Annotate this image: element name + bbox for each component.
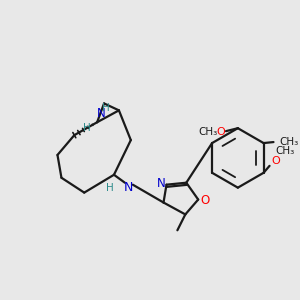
Text: N: N xyxy=(157,177,166,190)
Text: O: O xyxy=(271,156,280,166)
Text: CH₃: CH₃ xyxy=(199,127,218,137)
Text: H: H xyxy=(83,123,91,133)
Text: O: O xyxy=(200,194,210,207)
Text: H: H xyxy=(106,183,114,193)
Text: CH₃: CH₃ xyxy=(276,146,295,156)
Text: O: O xyxy=(217,127,225,137)
Text: H: H xyxy=(102,103,110,113)
Text: N: N xyxy=(124,181,134,194)
Text: CH₃: CH₃ xyxy=(280,137,299,147)
Text: N: N xyxy=(97,107,106,120)
